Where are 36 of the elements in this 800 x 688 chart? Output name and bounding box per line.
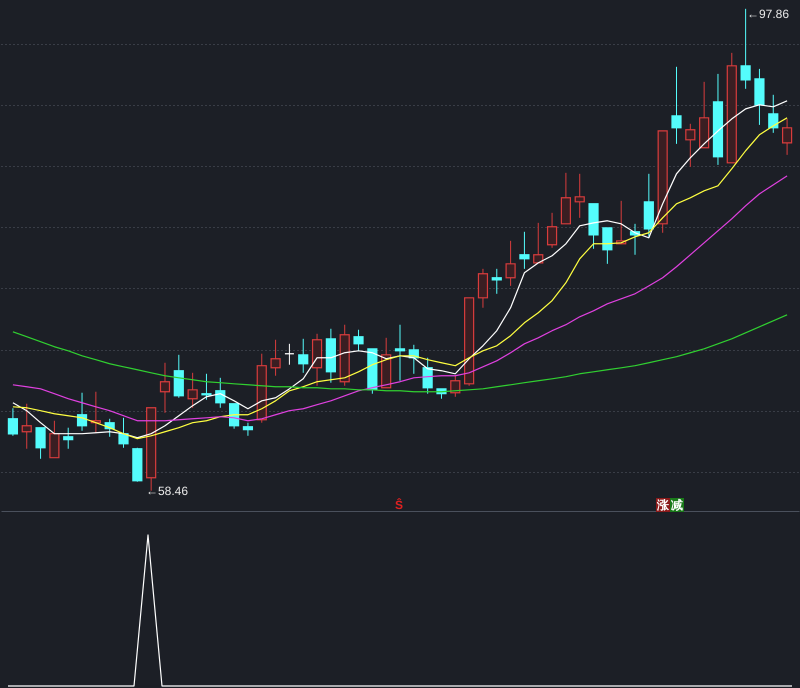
candlestick — [685, 123, 696, 168]
annotation: ←97.86 — [747, 7, 790, 21]
candlestick — [63, 427, 74, 450]
candlestick — [394, 324, 406, 382]
annotation: 减 — [671, 498, 683, 512]
annotation: ←58.46 — [146, 484, 188, 498]
candlestick — [22, 403, 32, 450]
candlestick — [422, 357, 433, 394]
candlestick — [671, 66, 682, 144]
candlestick — [519, 231, 530, 270]
candlestick — [298, 338, 308, 374]
candlestick — [602, 227, 612, 264]
candlestick — [740, 8, 751, 90]
candlestick — [574, 173, 585, 218]
candlestick — [215, 377, 226, 408]
candlestick — [35, 427, 46, 460]
candlestick — [546, 212, 558, 248]
candlestick — [242, 422, 254, 436]
annotation: 涨 — [656, 498, 670, 512]
candlestick — [118, 417, 129, 448]
candlestick — [160, 362, 170, 414]
candlestick — [76, 392, 88, 432]
annotation: Ŝ — [394, 498, 404, 512]
candlestick — [201, 373, 212, 400]
candlestick — [353, 329, 364, 352]
candlestick — [270, 339, 281, 376]
candlestick — [284, 343, 295, 366]
candlestick — [8, 408, 18, 436]
candlestick — [188, 372, 198, 408]
candlestick — [768, 94, 778, 134]
candlestick — [492, 268, 502, 294]
candlestick — [49, 420, 60, 458]
candlestick — [450, 375, 460, 398]
candlestick — [782, 118, 792, 156]
candlestick — [505, 240, 516, 286]
candlestick — [533, 222, 544, 264]
